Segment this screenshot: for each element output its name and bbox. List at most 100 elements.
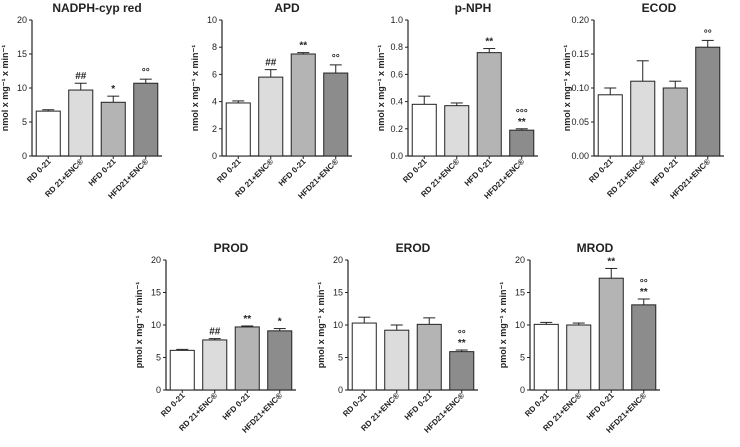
bar [169, 349, 195, 391]
significance-annotation: ** [243, 314, 251, 325]
significance-annotation: ## [265, 58, 277, 69]
y-tick-label: 10 [515, 320, 525, 330]
y-tick-label: 15 [333, 288, 343, 298]
y-tick-label: 0 [338, 385, 343, 395]
y-tick-label: 0.0 [390, 151, 403, 161]
bar [597, 94, 623, 157]
significance-annotation: °° [332, 53, 340, 64]
y-tick-label: 0.05 [571, 117, 589, 127]
x-tick-label: HFD 0-21 [463, 157, 494, 188]
y-tick-label: 20 [333, 255, 343, 265]
x-tick-label: HFD 0-21 [585, 391, 616, 422]
y-axis-label: pmol x mg⁻¹ x min⁻¹ [316, 282, 326, 369]
y-tick-label: 0.8 [390, 42, 403, 52]
significance-annotation: * [278, 317, 282, 328]
y-tick-label: 15 [17, 49, 27, 59]
y-axis-label: nmol x mg⁻¹ x min⁻¹ [0, 45, 10, 132]
y-tick-label: 1.0 [390, 15, 403, 25]
y-tick-label: 5 [338, 353, 343, 363]
y-tick-label: 5 [22, 117, 27, 127]
significance-annotation: ** [458, 338, 466, 349]
bar [290, 53, 316, 157]
y-tick-label: 10 [17, 83, 27, 93]
bar [631, 304, 657, 391]
significance-annotation: °° [640, 278, 648, 289]
y-tick-label: 0.2 [390, 124, 403, 134]
bar [351, 322, 377, 391]
x-tick-label: HFD 0-21 [403, 391, 434, 422]
bar [234, 326, 260, 391]
bar [533, 323, 559, 391]
panel-title: EROD [396, 241, 431, 255]
y-tick-label: 2 [212, 124, 217, 134]
significance-annotation: * [111, 84, 115, 95]
bar [202, 339, 228, 391]
significance-annotation: ** [640, 287, 648, 298]
y-tick-label: 0 [156, 385, 161, 395]
significance-annotation: ** [607, 256, 615, 267]
panel-title: PROD [214, 241, 249, 255]
y-tick-label: 20 [17, 15, 27, 25]
y-axis-label: nmol x mg⁻¹ x min⁻¹ [190, 45, 200, 132]
significance-annotation: °°° [516, 108, 528, 119]
y-axis-label: nmol x mg⁻¹ x min⁻¹ [376, 45, 386, 132]
panel-title: APD [274, 1, 300, 15]
y-axis-label: pmol x mg⁻¹ x min⁻¹ [498, 282, 508, 369]
bar [384, 329, 410, 391]
bar [416, 323, 442, 391]
bar [100, 101, 126, 157]
y-tick-label: 0.6 [390, 69, 403, 79]
y-tick-label: 0.20 [571, 15, 589, 25]
bar [323, 72, 349, 157]
y-tick-label: 8 [212, 42, 217, 52]
panel-nadph-cyp-red: NADPH-cyp red nmol x mg⁻¹ x min⁻¹ 0 5 10 15 20… [0, 1, 162, 201]
panel-title: p-NPH [455, 1, 492, 15]
y-tick-label: 15 [151, 288, 161, 298]
y-tick-label: 0 [22, 151, 27, 161]
significance-annotation: ## [209, 327, 221, 338]
bar [267, 330, 293, 391]
y-tick-label: 4 [212, 97, 217, 107]
significance-annotation: ** [485, 37, 493, 48]
x-tick-label: RD 0-21 [159, 391, 187, 419]
panel-p-nph: p-NPH nmol x mg⁻¹ x min⁻¹ 0.0 0.2 0.4 0.6 0.8 1… [376, 1, 538, 201]
y-tick-label: 10 [333, 320, 343, 330]
panel-title: ECOD [642, 1, 677, 15]
y-tick-label: 0.10 [571, 83, 589, 93]
bar [133, 82, 159, 157]
panel-ecod: ECOD nmol x mg⁻¹ x min⁻¹ 0.00 0.05 0.10 0.15 0… [562, 1, 724, 201]
x-tick-label: RD 0-21 [587, 157, 615, 185]
significance-annotation: ** [299, 41, 307, 52]
y-tick-label: 20 [515, 255, 525, 265]
bar [68, 89, 94, 157]
y-tick-label: 0 [212, 151, 217, 161]
significance-annotation: °° [704, 28, 712, 39]
x-tick-label: RD 0-21 [523, 391, 551, 419]
bar [630, 80, 656, 157]
x-tick-label: RD 0-21 [25, 157, 53, 185]
y-tick-label: 10 [207, 15, 217, 25]
x-tick-label: RD 0-21 [215, 157, 243, 185]
bar [444, 105, 470, 157]
x-tick-label: HFD 0-21 [649, 157, 680, 188]
y-tick-label: 10 [151, 320, 161, 330]
y-tick-label: 0.15 [571, 49, 589, 59]
bar [449, 351, 475, 391]
y-tick-label: 0.4 [390, 97, 403, 107]
significance-annotation: ** [518, 117, 526, 128]
y-axis-label: nmol x mg⁻¹ x min⁻¹ [562, 45, 572, 132]
significance-annotation: ## [75, 71, 87, 82]
y-tick-label: 6 [212, 69, 217, 79]
x-tick-label: RD 0-21 [401, 157, 429, 185]
significance-annotation: °° [458, 329, 466, 340]
bar [662, 87, 688, 157]
bar [695, 46, 721, 157]
bar [509, 129, 535, 157]
y-tick-label: 20 [151, 255, 161, 265]
panel-title: MROD [577, 241, 614, 255]
bar [566, 324, 592, 391]
